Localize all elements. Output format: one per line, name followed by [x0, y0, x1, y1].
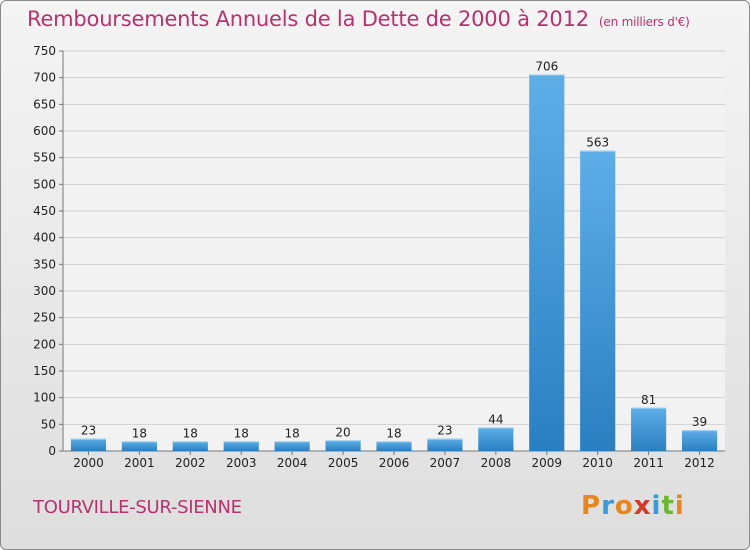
data-label: 44: [488, 413, 503, 427]
y-tick-label: 150: [33, 364, 56, 378]
data-label: 18: [386, 426, 401, 440]
chart-title-text: Remboursements Annuels de la Dette de 20…: [27, 7, 589, 31]
x-tick-label: 2002: [175, 456, 206, 470]
bar: [70, 438, 107, 451]
y-tick-label: 200: [33, 337, 56, 351]
bar: [631, 407, 667, 451]
bar: [274, 441, 310, 451]
x-tick-label: 2010: [582, 456, 613, 470]
y-tick-label: 450: [33, 204, 56, 218]
data-label: 563: [586, 136, 609, 150]
y-tick-label: 300: [33, 284, 56, 298]
chart-title: Remboursements Annuels de la Dette de 20…: [27, 7, 690, 31]
data-label: 18: [234, 426, 249, 440]
x-tick-label: 2008: [481, 456, 512, 470]
y-tick-label: 0: [48, 444, 56, 458]
logo-letter: P: [581, 491, 602, 521]
y-tick-label: 400: [33, 231, 56, 245]
y-tick-label: 100: [33, 391, 56, 405]
x-tick-label: 2007: [430, 456, 461, 470]
plot-area: [63, 51, 725, 451]
bar: [223, 441, 259, 451]
bar: [121, 441, 157, 451]
data-label: 18: [132, 426, 147, 440]
y-tick-label: 250: [33, 311, 56, 325]
bar: [478, 427, 514, 451]
y-tick-label: 350: [33, 257, 56, 271]
x-tick-label: 2005: [328, 456, 359, 470]
logo-letter: i: [674, 491, 685, 521]
commune-name: TOURVILLE-SUR-SIENNE: [33, 497, 242, 518]
x-tick-label: 2012: [684, 456, 715, 470]
data-label: 18: [183, 426, 198, 440]
chart-unit: (en milliers d'€): [598, 15, 690, 29]
bar: [172, 441, 208, 451]
x-tick-label: 2009: [531, 456, 562, 470]
y-tick-label: 50: [41, 417, 56, 431]
bar: [376, 441, 412, 451]
x-tick-label: 2006: [379, 456, 410, 470]
y-tick-label: 750: [33, 44, 56, 58]
y-tick-label: 500: [33, 177, 56, 191]
data-label: 706: [535, 59, 558, 73]
logo-letter: r: [601, 491, 615, 521]
logo-letter: o: [614, 491, 634, 521]
y-tick-label: 550: [33, 151, 56, 165]
data-label: 20: [335, 425, 350, 439]
x-tick-label: 2003: [226, 456, 257, 470]
bar: [681, 430, 718, 451]
logo-letter: x: [633, 491, 652, 521]
x-tick-label: 2004: [277, 456, 308, 470]
x-tick-label: 2000: [73, 456, 104, 470]
bar: [325, 440, 361, 451]
data-label: 18: [285, 426, 300, 440]
y-tick-label: 600: [33, 124, 56, 138]
data-label: 23: [81, 424, 96, 438]
x-tick-label: 2011: [633, 456, 664, 470]
y-tick-label: 650: [33, 97, 56, 111]
bar: [427, 438, 463, 451]
x-tick-label: 2001: [124, 456, 155, 470]
logo-letter: t: [661, 491, 675, 521]
data-label: 81: [641, 393, 656, 407]
data-label: 39: [692, 415, 707, 429]
bar: [580, 150, 616, 451]
proxiti-logo: Proxiti: [581, 491, 685, 521]
bar: [529, 74, 565, 451]
y-tick-label: 700: [33, 71, 56, 85]
logo-letter: i: [651, 491, 662, 521]
data-label: 23: [437, 424, 452, 438]
